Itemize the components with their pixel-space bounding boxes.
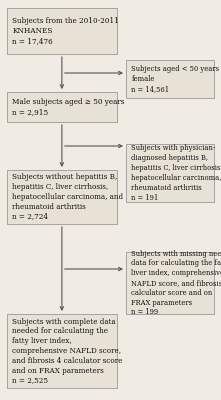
Text: Subjects with physician-
diagnosed hepatitis B,
hepatitis C, liver cirrhosis,
he: Subjects with physician- diagnosed hepat… xyxy=(131,144,221,202)
Text: Subjects from the 2010-2011
KNHANES
n = 17,476: Subjects from the 2010-2011 KNHANES n = … xyxy=(12,17,119,45)
FancyBboxPatch shape xyxy=(7,314,117,388)
FancyBboxPatch shape xyxy=(126,144,214,202)
Text: Subjects without hepatitis B,
hepatitis C, liver cirrhosis,
hepatocellular carci: Subjects without hepatitis B, hepatitis … xyxy=(12,173,123,220)
FancyBboxPatch shape xyxy=(7,92,117,122)
FancyBboxPatch shape xyxy=(126,252,214,314)
Text: Male subjects aged ≥ 50 years
n = 2,915: Male subjects aged ≥ 50 years n = 2,915 xyxy=(12,98,124,116)
FancyBboxPatch shape xyxy=(7,170,117,224)
FancyBboxPatch shape xyxy=(7,8,117,54)
Text: Subjects with missing needed
data for calculating the fatty
liver index, compreh: Subjects with missing needed data for ca… xyxy=(131,250,221,316)
FancyBboxPatch shape xyxy=(126,60,214,98)
Text: Subjects with complete data
needed for calculating the
fatty liver index,
compre: Subjects with complete data needed for c… xyxy=(12,318,122,384)
Text: Subjects aged < 50 years or
female
n = 14,561: Subjects aged < 50 years or female n = 1… xyxy=(131,65,221,93)
